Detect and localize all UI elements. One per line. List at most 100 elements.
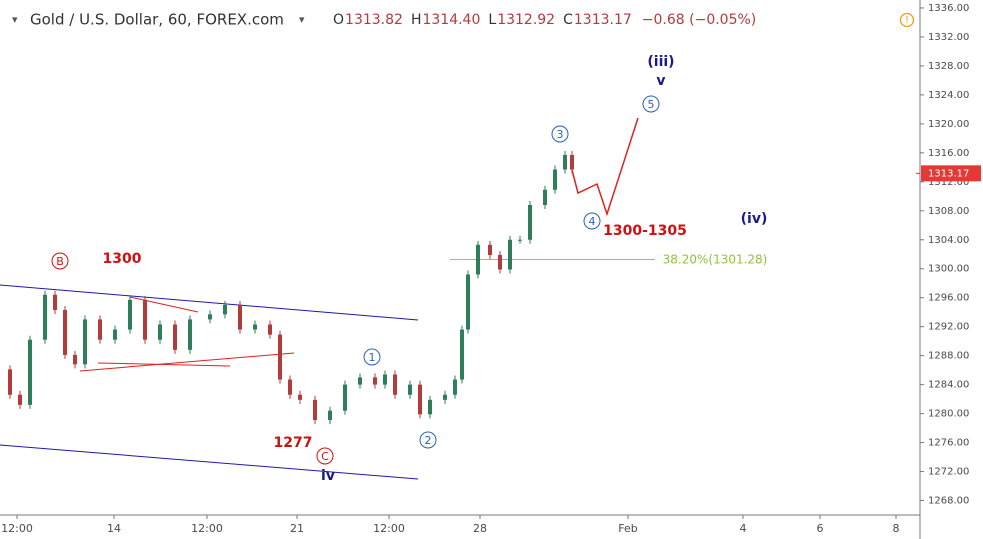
y-tick-label: 1300.00 [928, 264, 969, 275]
candle-body [208, 314, 212, 320]
candle-body [428, 399, 432, 415]
candle-body [460, 329, 464, 380]
y-tick-label: 1288.00 [928, 351, 969, 362]
candle-body [83, 319, 87, 365]
candle-body [393, 374, 397, 395]
wave-label: B [56, 255, 64, 268]
candle-body [158, 324, 162, 340]
ohlc-label: O [333, 12, 344, 28]
trend-line [129, 296, 199, 313]
candle-body [313, 399, 317, 421]
wave-label: 3 [557, 128, 564, 141]
ohlc-label: C [563, 12, 573, 28]
candle-body [358, 377, 362, 385]
candle-body [488, 244, 492, 255]
y-tick-label: 1304.00 [928, 235, 969, 246]
candle-body [518, 239, 522, 241]
candle-body [343, 384, 347, 411]
y-tick-label: 1280.00 [928, 409, 969, 420]
candle-body [498, 254, 502, 270]
wave-circle [419, 431, 437, 449]
wave-circle [583, 212, 601, 230]
candle-body [128, 299, 132, 330]
candle-body [443, 394, 447, 400]
y-tick-label: 1336.00 [928, 3, 969, 14]
y-tick-label: 1284.00 [928, 380, 969, 391]
candle-body [238, 304, 242, 330]
y-tick-label: 1296.00 [928, 293, 969, 304]
y-tick-label: 1316.00 [928, 148, 969, 159]
change: −0.68 (−0.05%) [642, 12, 756, 28]
wave-label: 4 [589, 215, 596, 228]
candle-body [563, 155, 567, 170]
fib-label: 38.20%(1301.28) [663, 253, 768, 267]
x-tick-label: 12:00 [373, 522, 405, 535]
wave-label: C [321, 450, 329, 463]
candle-body [18, 394, 22, 405]
candle-body [528, 204, 532, 240]
wave-label: 2 [425, 434, 432, 447]
dropdown-arrow: ▾ [12, 13, 18, 26]
last-price-label: 1313.17 [928, 168, 969, 179]
wave-circle [363, 348, 381, 366]
candle-body [476, 244, 480, 275]
last-price-badge [921, 165, 981, 182]
x-tick-label: 4 [740, 522, 747, 535]
annotation: 1300 [103, 251, 142, 267]
candle-body [63, 310, 67, 355]
wave-circle [316, 447, 334, 465]
x-tick-label: 14 [107, 522, 121, 535]
wave-circle [51, 252, 69, 270]
wave-circle [642, 95, 660, 113]
candle-body [466, 274, 470, 330]
alert-icon[interactable] [899, 12, 915, 28]
candle-body [53, 294, 57, 311]
annotation: iv [321, 468, 335, 484]
y-tick-label: 1312.00 [928, 177, 969, 188]
projection-path [571, 117, 639, 217]
y-tick-label: 1292.00 [928, 322, 969, 333]
candle-body [373, 377, 377, 385]
x-tick-label: 12:00 [1, 522, 33, 535]
ohlc-label: L [488, 12, 496, 28]
x-tick-label: 21 [290, 522, 304, 535]
y-tick-label: 1328.00 [928, 61, 969, 72]
candle-body [570, 155, 574, 170]
candle-body [383, 374, 387, 385]
annotation: (iii) [647, 54, 674, 70]
candle-body [453, 379, 457, 395]
trend-line [79, 352, 295, 372]
candle-body [298, 394, 302, 400]
alert-mark: ! [905, 15, 909, 26]
trend-line [97, 362, 231, 367]
x-tick-label: Feb [618, 522, 637, 535]
y-tick-label: 1272.00 [928, 467, 969, 478]
candle-body [508, 239, 512, 270]
x-tick-label: 12:00 [191, 522, 223, 535]
annotation: (iv) [741, 211, 768, 227]
drawings [0, 117, 639, 480]
dropdown-arrow: ▾ [299, 13, 305, 26]
y-tick-label: 1324.00 [928, 90, 969, 101]
candle-body [28, 339, 32, 405]
candle-body [173, 324, 177, 350]
candle-body [288, 379, 292, 395]
y-tick-label: 1268.00 [928, 496, 969, 507]
candle-body [113, 329, 117, 340]
annotation: v [656, 73, 665, 89]
candle-body [73, 354, 77, 365]
annotation: 1277 [274, 435, 313, 451]
candle-body [143, 299, 147, 340]
candle-body [223, 304, 227, 315]
candle-body [268, 324, 272, 335]
candle-body [408, 384, 412, 395]
ohlc-value: 1313.17 [574, 12, 632, 28]
candle-body [278, 334, 282, 380]
x-tick-label: 6 [817, 522, 824, 535]
x-tick-label: 8 [893, 522, 900, 535]
ohlc-value: 1312.92 [497, 12, 555, 28]
candle-body [8, 369, 12, 395]
y-tick-label: 1332.00 [928, 32, 969, 43]
